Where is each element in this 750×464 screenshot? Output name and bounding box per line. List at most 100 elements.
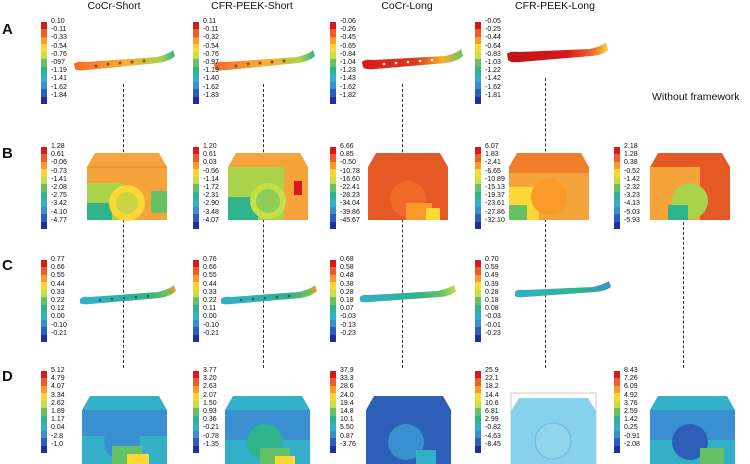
color-bar-segment <box>41 304 47 313</box>
color-bar-segment <box>475 385 481 394</box>
color-bar-segment <box>475 184 481 192</box>
color-bar-segment <box>614 415 620 424</box>
color-bar-segment <box>475 191 481 200</box>
color-bar-segment <box>330 423 336 431</box>
color-bar <box>41 147 47 229</box>
color-bar-segment <box>41 44 47 52</box>
color-bar-segment <box>475 147 481 155</box>
color-bar-segment <box>475 327 481 335</box>
color-bar-segment <box>330 304 336 313</box>
color-bar-segment <box>41 371 47 379</box>
color-bar-segment <box>475 438 481 446</box>
color-bar-segment <box>193 147 199 155</box>
color-bar-segment <box>330 334 336 342</box>
color-bar-segment <box>475 51 481 60</box>
color-bar-segment <box>614 169 620 177</box>
color-bar-segment <box>41 176 47 185</box>
color-bar-segment <box>475 81 481 90</box>
color-bar-segment <box>614 147 620 155</box>
color-bar-segment <box>475 274 481 283</box>
color-bar-segment <box>41 191 47 200</box>
color-bar-segment <box>330 282 336 290</box>
color-bar-segment <box>41 147 47 155</box>
color-bar-segment <box>330 184 336 192</box>
color-bar-segment <box>330 274 336 283</box>
color-bar <box>193 260 199 342</box>
color-bar-segment <box>193 282 199 290</box>
color-bar-segment <box>330 147 336 155</box>
color-bar-segment <box>330 400 336 409</box>
framework-c-cocr-short <box>80 285 176 305</box>
color-bar-segment <box>41 221 47 229</box>
color-bar-segment <box>475 267 481 275</box>
color-bar-segment <box>330 312 336 320</box>
color-bar-segment <box>193 260 199 268</box>
color-bar-segment <box>475 36 481 45</box>
block-d-cocr-short <box>82 396 167 464</box>
color-bar-segment <box>193 445 199 453</box>
color-bar <box>475 260 481 342</box>
color-bar-segment <box>330 289 336 298</box>
color-bar-segment <box>41 51 47 60</box>
color-bar-segment <box>193 438 199 446</box>
color-bar-segment <box>41 327 47 335</box>
color-bar-segment <box>41 260 47 268</box>
color-bar-segment <box>330 438 336 446</box>
connector-col2 <box>263 84 264 368</box>
color-bar-segment <box>41 334 47 342</box>
color-bar-segment <box>475 260 481 268</box>
color-bar-segment <box>330 393 336 401</box>
row-label-b: B <box>2 145 13 162</box>
framework-c-cfr-peek-short <box>221 285 317 305</box>
color-bar-segment <box>41 274 47 283</box>
block-d-cfr-peek-long <box>510 392 597 464</box>
framework-a-cfr-peek-long <box>507 42 608 63</box>
color-bar-segment <box>193 289 199 298</box>
color-bar-segment <box>41 214 47 222</box>
color-bar-segment <box>193 393 199 401</box>
color-bar <box>41 371 47 453</box>
color-bar-segment <box>614 423 620 431</box>
color-bar-segment <box>193 176 199 185</box>
color-bar-segment <box>193 66 199 75</box>
color-bar-segment <box>41 29 47 37</box>
color-bar-segment <box>330 221 336 229</box>
color-bar-segment <box>41 297 47 305</box>
color-bar-segment <box>330 22 336 30</box>
row-label-a: A <box>2 21 13 38</box>
color-bar-segment <box>614 400 620 409</box>
color-bar-segment <box>193 274 199 283</box>
color-bar-segment <box>614 430 620 439</box>
color-bar <box>475 147 481 229</box>
color-bar <box>41 260 47 342</box>
color-bar-segment <box>193 408 199 416</box>
color-bar <box>475 22 481 104</box>
color-bar-segment <box>330 385 336 394</box>
column-header-cocr-long: CoCr-Long <box>381 0 433 12</box>
framework-a-cocr-long <box>362 49 463 70</box>
color-bar-segment <box>193 400 199 409</box>
color-bar-segment <box>193 423 199 431</box>
color-bar-segment <box>41 184 47 192</box>
color-bar-segment <box>41 22 47 30</box>
color-bar-segment <box>193 415 199 424</box>
color-bar-segment <box>330 430 336 439</box>
color-bar-segment <box>193 184 199 192</box>
color-bar-segment <box>475 206 481 215</box>
color-bar-segment <box>475 154 481 162</box>
color-bar-segment <box>41 378 47 386</box>
connector-col5 <box>683 222 684 368</box>
color-bar-segment <box>614 214 620 222</box>
color-bar <box>193 147 199 229</box>
color-bar-segment <box>41 199 47 207</box>
color-bar-segment <box>41 282 47 290</box>
color-bar-segment <box>193 199 199 207</box>
row-label-d: D <box>2 368 13 385</box>
color-bar-segment <box>475 415 481 424</box>
connector-col1 <box>123 84 124 368</box>
color-bar-segment <box>475 221 481 229</box>
color-bar-segment <box>330 319 336 328</box>
color-bar <box>193 22 199 104</box>
color-bar-segment <box>193 74 199 82</box>
color-bar-segment <box>193 371 199 379</box>
